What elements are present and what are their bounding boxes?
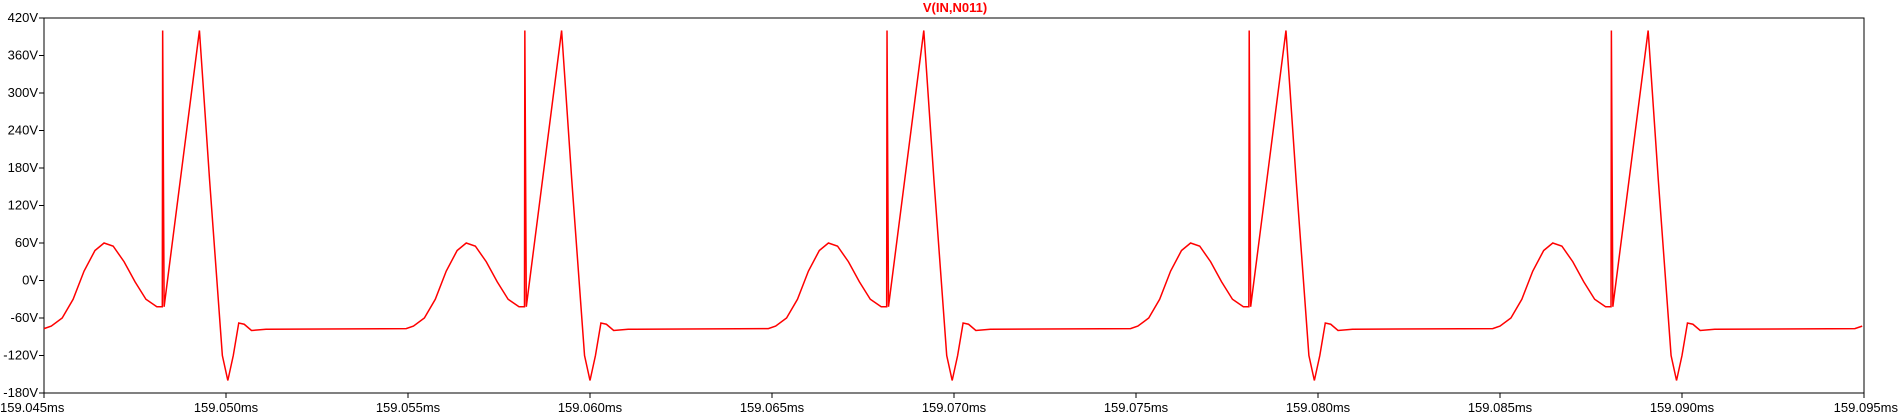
- y-tick-label: 240V: [8, 123, 39, 138]
- y-tick-label: 420V: [8, 10, 39, 25]
- x-tick-label: 159.065ms: [740, 400, 805, 415]
- plot-area: [43, 17, 1865, 394]
- y-tick-label: -60V: [11, 310, 39, 325]
- x-tick-label: 159.095ms: [1834, 400, 1899, 415]
- x-tick-label: 159.080ms: [1286, 400, 1351, 415]
- x-axis: 159.045ms 159.050ms 159.055ms 159.060ms 159.…: [0, 393, 1898, 415]
- x-tick-label: 159.090ms: [1650, 400, 1715, 415]
- y-tick-label: 120V: [8, 198, 39, 213]
- y-tick-label: -120V: [3, 348, 38, 363]
- x-tick-label: 159.075ms: [1104, 400, 1169, 415]
- y-tick-label: 360V: [8, 48, 39, 63]
- y-tick-label: 0V: [22, 273, 38, 288]
- voltage-trace: [43, 30, 1863, 381]
- x-tick-label: 159.070ms: [922, 400, 987, 415]
- y-axis: 420V 360V 300V 240V 180V 120V 60V 0V -60V -120V -1…: [3, 10, 44, 400]
- y-tick-label: 300V: [8, 85, 39, 100]
- x-tick-label: 159.050ms: [194, 400, 259, 415]
- x-tick-label: 159.060ms: [558, 400, 623, 415]
- y-tick-label: 180V: [8, 160, 39, 175]
- x-tick-label: 159.055ms: [376, 400, 441, 415]
- x-tick-label: 159.045ms: [0, 400, 65, 415]
- x-tick-label: 159.085ms: [1468, 400, 1533, 415]
- y-tick-label: -180V: [3, 385, 38, 400]
- y-tick-label: 60V: [15, 235, 38, 250]
- chart-title: V(IN,N011): [923, 0, 987, 15]
